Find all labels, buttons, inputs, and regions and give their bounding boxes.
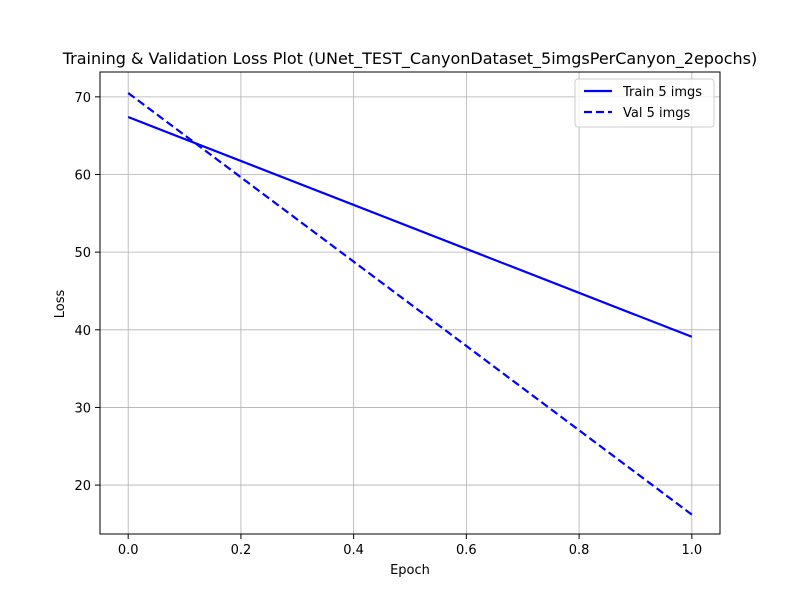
legend-entries: Train 5 imgs Val 5 imgs <box>584 85 702 121</box>
series-line-2 <box>127 92 693 516</box>
x-axis-ticks: 0.0 0.2 0.4 0.6 0.8 1.0 <box>118 534 702 558</box>
legend-label-2: Val 5 imgs <box>623 106 691 121</box>
x-tick-label: 0.4 <box>343 543 364 558</box>
x-tick-label: 1.0 <box>681 543 702 558</box>
y-axis-ticks: 20 30 40 50 60 70 <box>74 91 100 494</box>
y-tick-label: 70 <box>74 91 91 106</box>
series-line-1 <box>127 116 693 338</box>
x-tick-label: 0.0 <box>118 543 139 558</box>
y-axis-label: Loss <box>53 290 68 319</box>
x-tick-label: 0.6 <box>456 543 477 558</box>
chart-title: Training & Validation Loss Plot (UNet_TE… <box>62 49 758 69</box>
y-tick-label: 50 <box>74 246 91 261</box>
series-lines <box>127 92 693 516</box>
x-tick-label: 0.2 <box>231 543 252 558</box>
legend-label-1: Train 5 imgs <box>622 85 702 100</box>
y-tick-label: 40 <box>74 324 91 339</box>
y-tick-label: 60 <box>74 168 91 183</box>
grid-lines <box>100 72 720 534</box>
x-tick-label: 0.8 <box>569 543 590 558</box>
x-axis-label: Epoch <box>390 563 430 578</box>
y-tick-label: 30 <box>74 401 91 416</box>
y-tick-label: 20 <box>74 479 91 494</box>
legend: Train 5 imgs Val 5 imgs <box>574 78 715 128</box>
plot-frame <box>99 71 721 535</box>
